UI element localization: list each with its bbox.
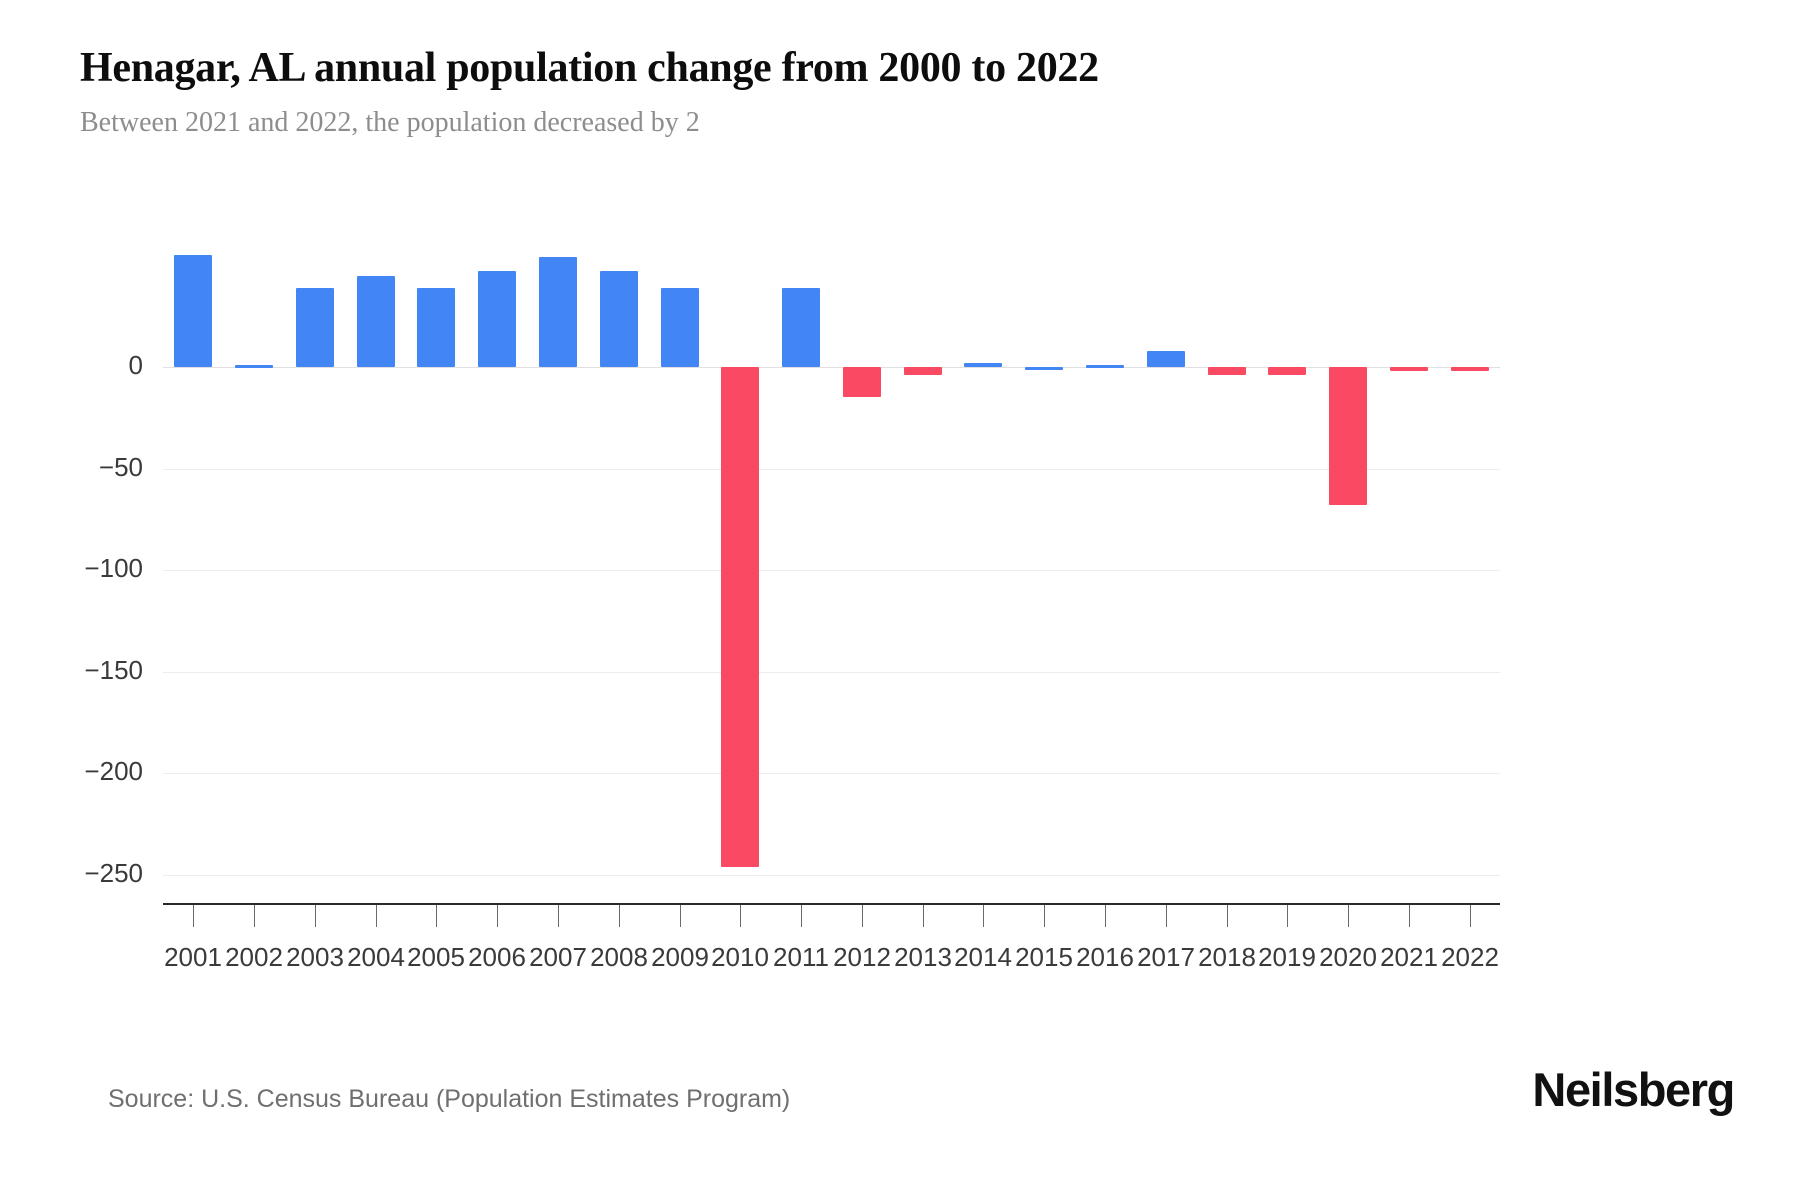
x-axis-tick (558, 905, 559, 927)
x-axis-tick-label: 2004 (347, 942, 405, 972)
bar-2007[interactable] (539, 257, 577, 367)
x-axis-tick-label: 2010 (711, 942, 769, 972)
x-axis-tick (1227, 905, 1228, 927)
x-axis-tick-label: 2022 (1441, 942, 1499, 972)
x-axis-tick (1287, 905, 1288, 927)
x-axis-tick-label: 2014 (954, 942, 1012, 972)
x-axis-tick-label: 2012 (833, 942, 891, 972)
x-axis-tick (497, 905, 498, 927)
x-axis-tick-label: 2013 (894, 942, 952, 972)
bar-2019[interactable] (1268, 367, 1306, 375)
x-axis-tick-label: 2005 (407, 942, 465, 972)
bar-2015[interactable] (1025, 367, 1063, 370)
bar-2006[interactable] (478, 271, 516, 367)
chart-header: Henagar, AL annual population change fro… (80, 44, 1740, 140)
x-axis-tick-label: 2018 (1198, 942, 1256, 972)
gridline--200 (163, 773, 1500, 774)
bar-2021[interactable] (1390, 367, 1428, 371)
page-title: Henagar, AL annual population change fro… (80, 45, 1099, 91)
x-axis-tick-label: 2002 (225, 942, 283, 972)
x-axis-tick-label: 2001 (164, 942, 222, 972)
x-axis-tick (740, 905, 741, 927)
x-axis-tick-label: 2008 (590, 942, 648, 972)
gridline--50 (163, 469, 1500, 470)
bar-2008[interactable] (600, 271, 638, 367)
bar-2011[interactable] (782, 288, 820, 367)
y-axis-tick-label: −150 (84, 654, 143, 685)
x-axis-tick (923, 905, 924, 927)
bar-2002[interactable] (235, 365, 273, 368)
x-axis-tick (376, 905, 377, 927)
x-axis-tick (862, 905, 863, 927)
x-axis-tick (1105, 905, 1106, 927)
bar-2003[interactable] (296, 288, 334, 367)
bar-2005[interactable] (417, 288, 455, 367)
x-axis-tick-label: 2016 (1076, 942, 1134, 972)
x-axis-tick (801, 905, 802, 927)
x-axis-tick (1409, 905, 1410, 927)
x-axis-tick (1166, 905, 1167, 927)
x-axis-tick-label: 2017 (1137, 942, 1195, 972)
gridline--250 (163, 875, 1500, 876)
bar-2018[interactable] (1208, 367, 1246, 375)
x-axis-tick (1348, 905, 1349, 927)
bar-2020[interactable] (1329, 367, 1367, 505)
y-axis-tick-label: 0 (128, 350, 143, 380)
bar-2004[interactable] (357, 276, 395, 367)
bar-2009[interactable] (661, 288, 699, 367)
x-axis-tick (680, 905, 681, 927)
x-axis-tick (983, 905, 984, 927)
gridline-0 (163, 367, 1500, 368)
x-axis-tick (1470, 905, 1471, 927)
chart-subtitle: Between 2021 and 2022, the population de… (80, 107, 700, 139)
x-axis-tick-label: 2003 (286, 942, 344, 972)
x-axis-tick (254, 905, 255, 927)
gridline--150 (163, 672, 1500, 673)
gridline--100 (163, 570, 1500, 571)
x-axis-tick (193, 905, 194, 927)
x-axis-tick (315, 905, 316, 927)
bar-2014[interactable] (964, 363, 1002, 367)
x-axis-tick (619, 905, 620, 927)
bar-2010[interactable] (721, 367, 759, 867)
x-axis-line (163, 903, 1500, 905)
x-axis-tick (436, 905, 437, 927)
y-axis-tick-label: −250 (84, 858, 143, 888)
bar-2016[interactable] (1086, 365, 1124, 368)
x-axis-tick-label: 2019 (1258, 942, 1316, 972)
x-axis-tick-label: 2007 (529, 942, 587, 972)
y-axis-tick-label: −200 (84, 756, 143, 787)
y-axis-tick-label: −50 (98, 451, 143, 482)
brand-logo: Neilsberg (1532, 1063, 1735, 1116)
bar-2017[interactable] (1147, 351, 1185, 367)
x-axis-tick-label: 2011 (773, 942, 829, 972)
source-note: Source: U.S. Census Bureau (Population E… (108, 1085, 791, 1113)
x-axis-tick-label: 2009 (651, 942, 709, 972)
bar-2001[interactable] (174, 255, 212, 367)
y-axis-tick-label: −100 (84, 553, 143, 584)
x-axis-tick-label: 2015 (1015, 942, 1073, 972)
x-axis-tick-label: 2020 (1319, 942, 1377, 972)
x-axis-tick-label: 2006 (468, 942, 526, 972)
bar-2012[interactable] (843, 367, 881, 397)
x-axis-tick (1044, 905, 1045, 927)
bar-2022[interactable] (1451, 367, 1489, 371)
bar-2013[interactable] (904, 367, 942, 375)
x-axis-tick-label: 2021 (1380, 942, 1438, 972)
